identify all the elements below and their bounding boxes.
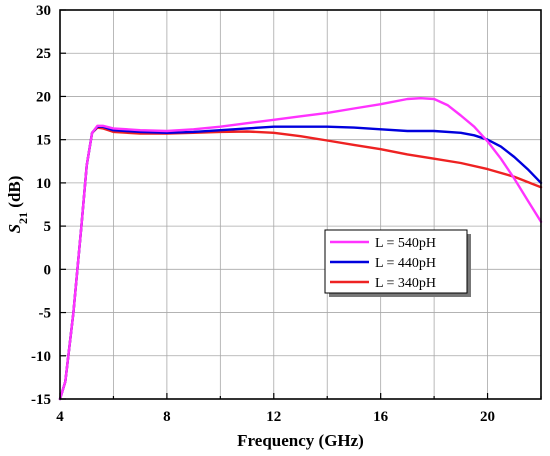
legend-label: L = 340pH <box>375 276 436 291</box>
x-tick-label: 4 <box>56 409 64 425</box>
x-axis-title: Frequency (GHz) <box>237 431 364 450</box>
x-ticks: 4 8 12 16 20 <box>56 393 542 425</box>
y-axis-title: S21 (dB) <box>5 176 30 234</box>
grid-lines <box>60 10 541 399</box>
x-tick-label: 20 <box>480 409 495 425</box>
x-tick-label: 8 <box>163 409 171 425</box>
plot-frame <box>59 9 542 400</box>
legend-label: L = 440pH <box>375 256 436 271</box>
y-ticks: 30 25 20 15 10 5 0 -5 -10 -15 <box>31 3 66 408</box>
legend: L = 540pH L = 440pH L = 340pH <box>324 229 471 297</box>
y-axis-unit: (dB) <box>5 176 24 212</box>
x-tick-label: 16 <box>373 409 389 425</box>
y-tick-label: 0 <box>44 262 52 278</box>
series-lines <box>58 97 543 401</box>
y-tick-label: 10 <box>36 176 51 192</box>
y-tick-label: 20 <box>36 89 51 105</box>
x-tick-label: 12 <box>266 409 281 425</box>
y-tick-label: 25 <box>36 46 51 62</box>
y-tick-label: -10 <box>31 349 51 365</box>
y-tick-label: 30 <box>36 3 51 19</box>
y-axis-symbol: S <box>5 224 24 233</box>
y-tick-label: 5 <box>44 219 52 235</box>
y-tick-label: -5 <box>39 306 52 322</box>
y-tick-label: -15 <box>31 392 51 408</box>
y-axis-subscript: 21 <box>16 212 30 224</box>
y-tick-label: 15 <box>36 133 51 149</box>
series-line <box>58 97 543 401</box>
legend-label: L = 540pH <box>375 236 436 251</box>
